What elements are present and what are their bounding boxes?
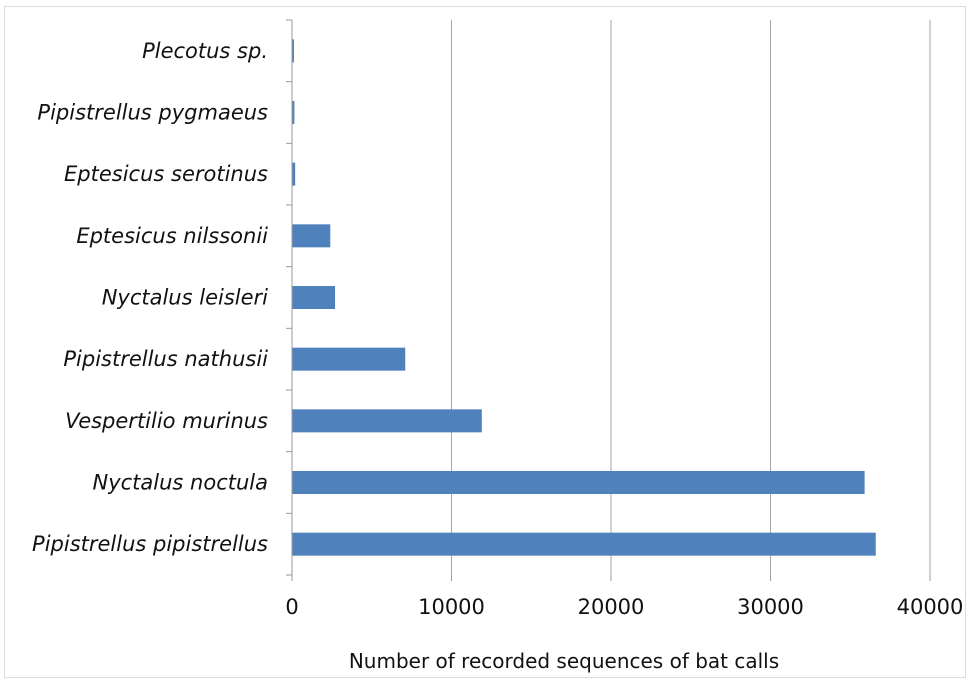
bar [292,101,295,124]
category-label: Plecotus sp. [142,39,268,63]
category-labels: Pipistrellus pipistrellus Nyctalus noctul… [32,39,268,556]
bar [292,162,296,186]
category-label: Pipistrellus pipistrellus [32,532,268,556]
bar [292,471,865,494]
x-tick-label: 10000 [418,595,485,619]
category-label: Nyctalus noctula [93,471,269,495]
bar [292,409,482,433]
category-label: Eptesicus serotinus [64,162,268,186]
bar [292,39,294,63]
x-axis-title: Number of recorded sequences of bat call… [349,649,779,673]
category-label: Pipistrellus nathusii [63,347,268,371]
x-tick-label: 20000 [578,595,645,619]
bars [292,39,876,556]
x-tick-label: 0 [285,595,298,619]
bar [292,286,336,309]
x-tick-labels: 0 10000 20000 30000 40000 [285,595,963,619]
category-label: Eptesicus nilssonii [76,224,268,248]
x-tick-label: 40000 [897,595,964,619]
bar [292,224,331,248]
category-label: Nyctalus leisleri [102,286,268,310]
category-label: Vespertilio murinus [65,409,268,433]
x-tick-label: 30000 [737,595,804,619]
bar [292,532,876,556]
category-label: Pipistrellus pygmaeus [37,101,268,125]
chart-frame [4,6,966,678]
bar [292,347,406,371]
axes [286,19,931,581]
